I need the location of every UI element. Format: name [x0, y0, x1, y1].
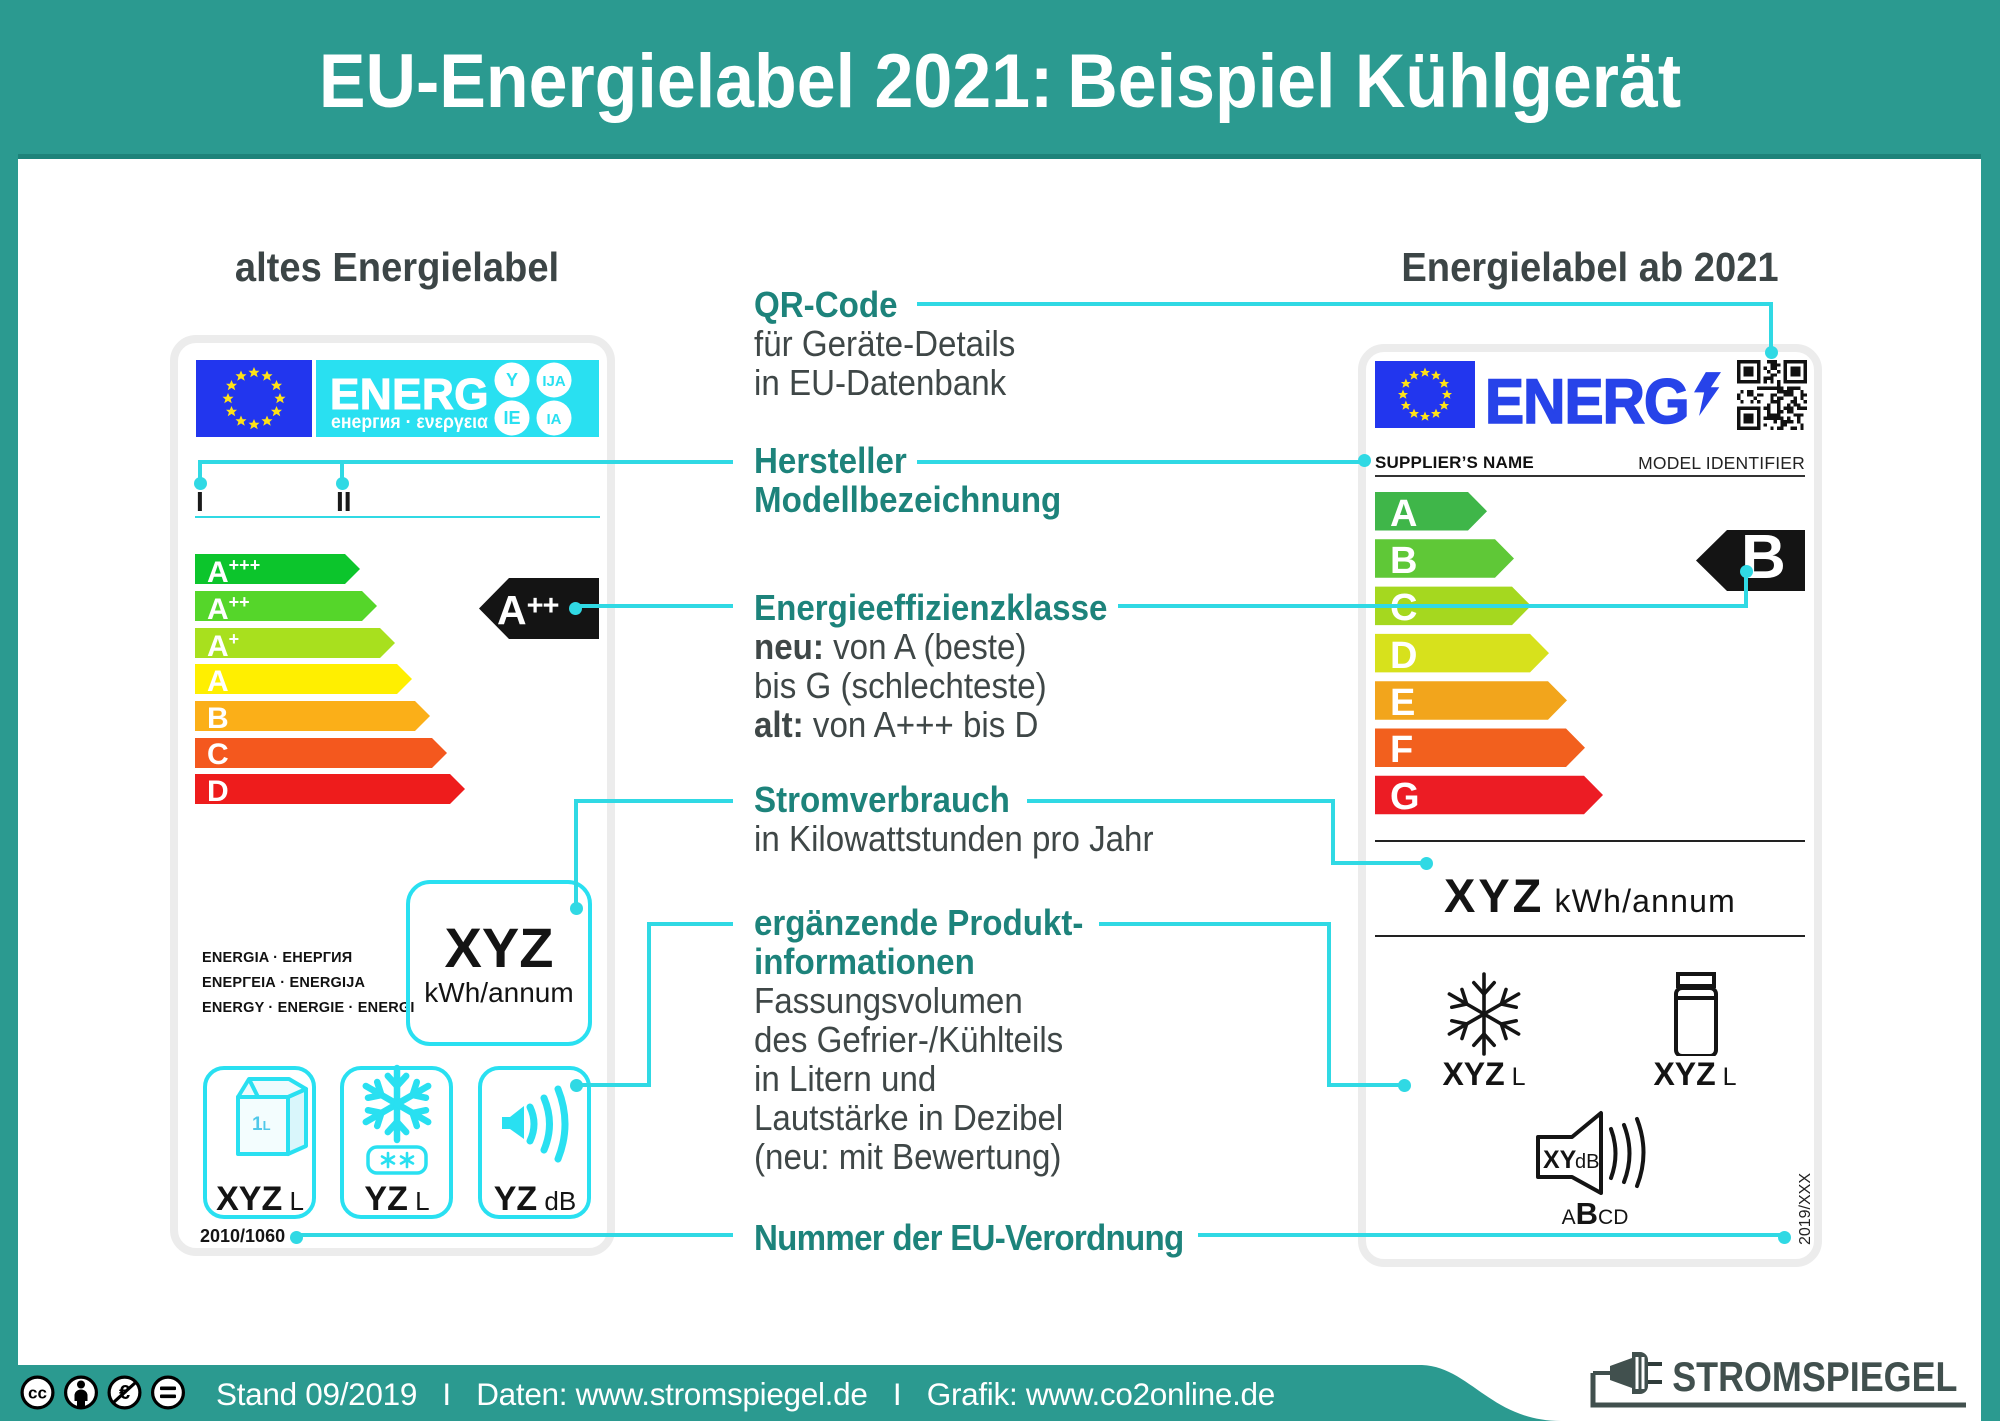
- svg-text:Y: Y: [506, 370, 518, 390]
- svg-text:IJA: IJA: [542, 373, 566, 390]
- svg-text:STROMSPIEGEL: STROMSPIEGEL: [1672, 1354, 1957, 1400]
- svg-text:IA: IA: [547, 411, 562, 428]
- svg-text:dB: dB: [1575, 1151, 1599, 1173]
- svg-text:cc: cc: [28, 1384, 47, 1403]
- svg-text:XY: XY: [1543, 1146, 1577, 1174]
- svg-text:1L: 1L: [252, 1114, 271, 1135]
- svg-text:IE: IE: [503, 408, 520, 428]
